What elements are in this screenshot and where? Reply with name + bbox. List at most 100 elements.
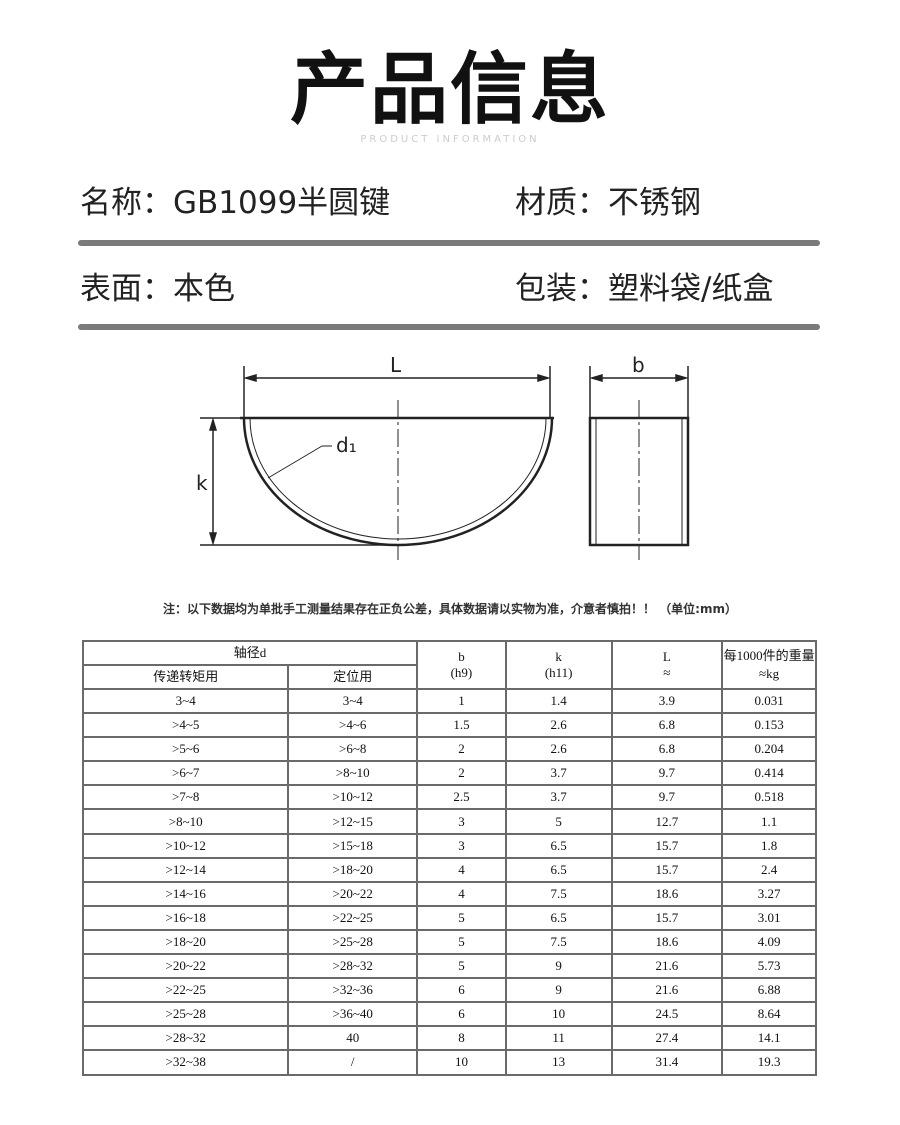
cell-weight: 1.1 [721, 808, 817, 835]
header-torque: 传递转矩用 [81, 664, 290, 690]
cell-L: 15.7 [610, 832, 724, 859]
attr-material: 材质：不锈钢 [515, 185, 701, 221]
table-row: >32~38/10 13 31.4 19.3 [81, 1049, 817, 1076]
cell-torque: >32~38 [81, 1049, 290, 1076]
cell-weight: 6.88 [721, 977, 817, 1004]
table-body: 3~4 3~4 1 1.4 3.9 0.031 >4~5 >4~6 1.5 2.6 6.8 0.153… [81, 687, 817, 1076]
cell-k: 13 [504, 1049, 613, 1076]
cell-L: 9.7 [610, 784, 724, 811]
header-L-approx: ≈ [663, 665, 671, 680]
measurement-note: 注：以下数据均为单批手工测量结果存在正负公差，具体数据请以实物为准，介意者慎拍！… [163, 602, 737, 616]
cell-k: 11 [504, 1025, 613, 1052]
cell-k: 10 [504, 1001, 613, 1028]
cell-k: 3.7 [504, 784, 613, 811]
cell-position: 3~4 [287, 687, 419, 715]
cell-position: >25~28 [287, 928, 419, 956]
attr-packaging: 包装：塑料袋/纸盒 [515, 271, 774, 307]
cell-L: 21.6 [610, 977, 724, 1004]
cell-L: 18.6 [610, 928, 724, 956]
cell-weight: 0.153 [721, 712, 817, 739]
cell-k: 6.5 [504, 856, 613, 883]
table-row: >18~20 >25~28 5 7.5 18.6 4.09 [81, 928, 817, 956]
table-row: 3~4 3~4 1 1.4 3.9 0.031 [81, 687, 817, 715]
table-row: >10~12 >15~18 3 6.5 15.7 1.8 [81, 832, 817, 859]
cell-k: 9 [504, 953, 613, 980]
cell-b: 4 [416, 880, 507, 907]
cell-b: 5 [416, 904, 507, 931]
cell-weight: 0.414 [721, 760, 817, 787]
table-row: >7~8 >10~12 2.5 3.7 9.7 0.518 [81, 784, 817, 811]
cell-weight: 4.09 [721, 928, 817, 956]
table-row: >28~32 40 8 11 27.4 14.1 [81, 1025, 817, 1052]
cell-position: >4~6 [287, 712, 419, 739]
cell-weight: 1.8 [721, 832, 817, 859]
cell-torque: >12~14 [81, 856, 290, 883]
cell-position: >20~22 [287, 880, 419, 907]
cell-k: 5 [504, 808, 613, 835]
cell-torque: >20~22 [81, 953, 290, 980]
cell-torque: >25~28 [81, 1001, 290, 1028]
page-subtitle: PRODUCT INFORMATION [360, 134, 540, 145]
arrow [589, 373, 603, 383]
arrow [537, 373, 551, 383]
cell-torque: >5~6 [81, 736, 290, 763]
cell-L: 31.4 [610, 1049, 724, 1076]
attr-surface: 表面：本色 [80, 271, 235, 307]
cell-torque: >28~32 [81, 1025, 290, 1052]
cell-b: 1.5 [416, 712, 507, 739]
attr-name: 名称：GB1099半圆键 [80, 185, 391, 221]
cell-b: 4 [416, 856, 507, 883]
key-drawing: L k b d₁ [196, 353, 690, 560]
cell-weight: 8.64 [721, 1001, 817, 1028]
cell-weight: 3.01 [721, 904, 817, 931]
cell-L: 9.7 [610, 760, 724, 787]
header-k: k (h11) [504, 640, 613, 690]
header-position: 定位用 [287, 664, 419, 690]
cell-L: 24.5 [610, 1001, 724, 1028]
header-L-label: L [662, 649, 671, 664]
cell-torque: >7~8 [81, 784, 290, 811]
cell-weight: 2.4 [721, 856, 817, 883]
cell-position: >8~10 [287, 760, 419, 787]
cell-L: 15.7 [610, 904, 724, 931]
cell-k: 6.5 [504, 904, 613, 931]
cell-torque: >10~12 [81, 832, 290, 859]
cell-L: 6.8 [610, 736, 724, 763]
arrow [675, 373, 689, 383]
cell-k: 7.5 [504, 928, 613, 956]
cell-b: 6 [416, 977, 507, 1004]
table-row: >8~10 >12~15 3 5 12.7 1.1 [81, 808, 817, 835]
cell-weight: 3.27 [721, 880, 817, 907]
cell-position: / [287, 1049, 419, 1076]
header-b: b (h9) [416, 640, 507, 690]
cell-b: 10 [416, 1049, 507, 1076]
cell-torque: >8~10 [81, 808, 290, 835]
page-title: 产品信息 [289, 45, 610, 135]
cell-b: 1 [416, 687, 507, 715]
cell-L: 27.4 [610, 1025, 724, 1052]
arrow [243, 373, 257, 383]
cell-position: >28~32 [287, 953, 419, 980]
header-L: L ≈ [610, 640, 724, 690]
spec-table: 轴径d b (h9) k (h11) L ≈ 每1000件的重量≈kg 传递转矩用 定… [81, 640, 817, 1076]
table-row: >16~18 >22~25 5 6.5 15.7 3.01 [81, 904, 817, 931]
cell-L: 15.7 [610, 856, 724, 883]
cell-weight: 5.73 [721, 953, 817, 980]
cell-b: 5 [416, 928, 507, 956]
cell-torque: >18~20 [81, 928, 290, 956]
cell-position: 40 [287, 1025, 419, 1052]
label-k: k [196, 471, 208, 495]
cell-L: 18.6 [610, 880, 724, 907]
cell-b: 2.5 [416, 784, 507, 811]
table-row: >5~6 >6~8 2 2.6 6.8 0.204 [81, 736, 817, 763]
cell-k: 3.7 [504, 760, 613, 787]
divider [78, 240, 820, 246]
arrow [208, 417, 218, 431]
cell-k: 6.5 [504, 832, 613, 859]
cell-position: >32~36 [287, 977, 419, 1004]
table-row: >12~14 >18~20 4 6.5 15.7 2.4 [81, 856, 817, 883]
arrow [208, 532, 218, 546]
cell-b: 2 [416, 760, 507, 787]
label-b: b [632, 353, 645, 377]
